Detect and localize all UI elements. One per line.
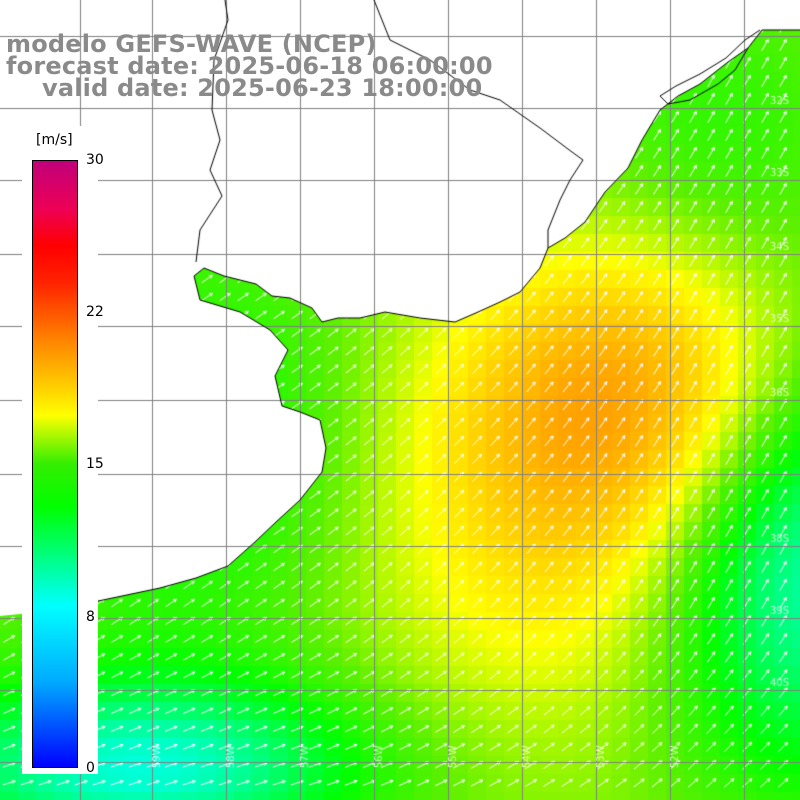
colorbar-tick: 30 (86, 152, 104, 168)
colorbar-tick: 15 (86, 456, 104, 472)
colorbar-tick: 22 (86, 304, 104, 320)
colorbar-unit: [m/s] (36, 132, 73, 148)
model-title: modelo GEFS-WAVE (NCEP) (6, 30, 377, 58)
colorbar-tick: 0 (86, 760, 95, 776)
colorbar-legend: [m/s] 30 22 15 8 0 (22, 126, 104, 776)
colorbar-gradient (32, 160, 78, 768)
colorbar-tick: 8 (86, 609, 95, 625)
forecast-date: forecast date: 2025-06-18 06:00:00 (6, 52, 493, 80)
valid-date: valid date: 2025-06-23 18:00:00 (42, 74, 483, 102)
